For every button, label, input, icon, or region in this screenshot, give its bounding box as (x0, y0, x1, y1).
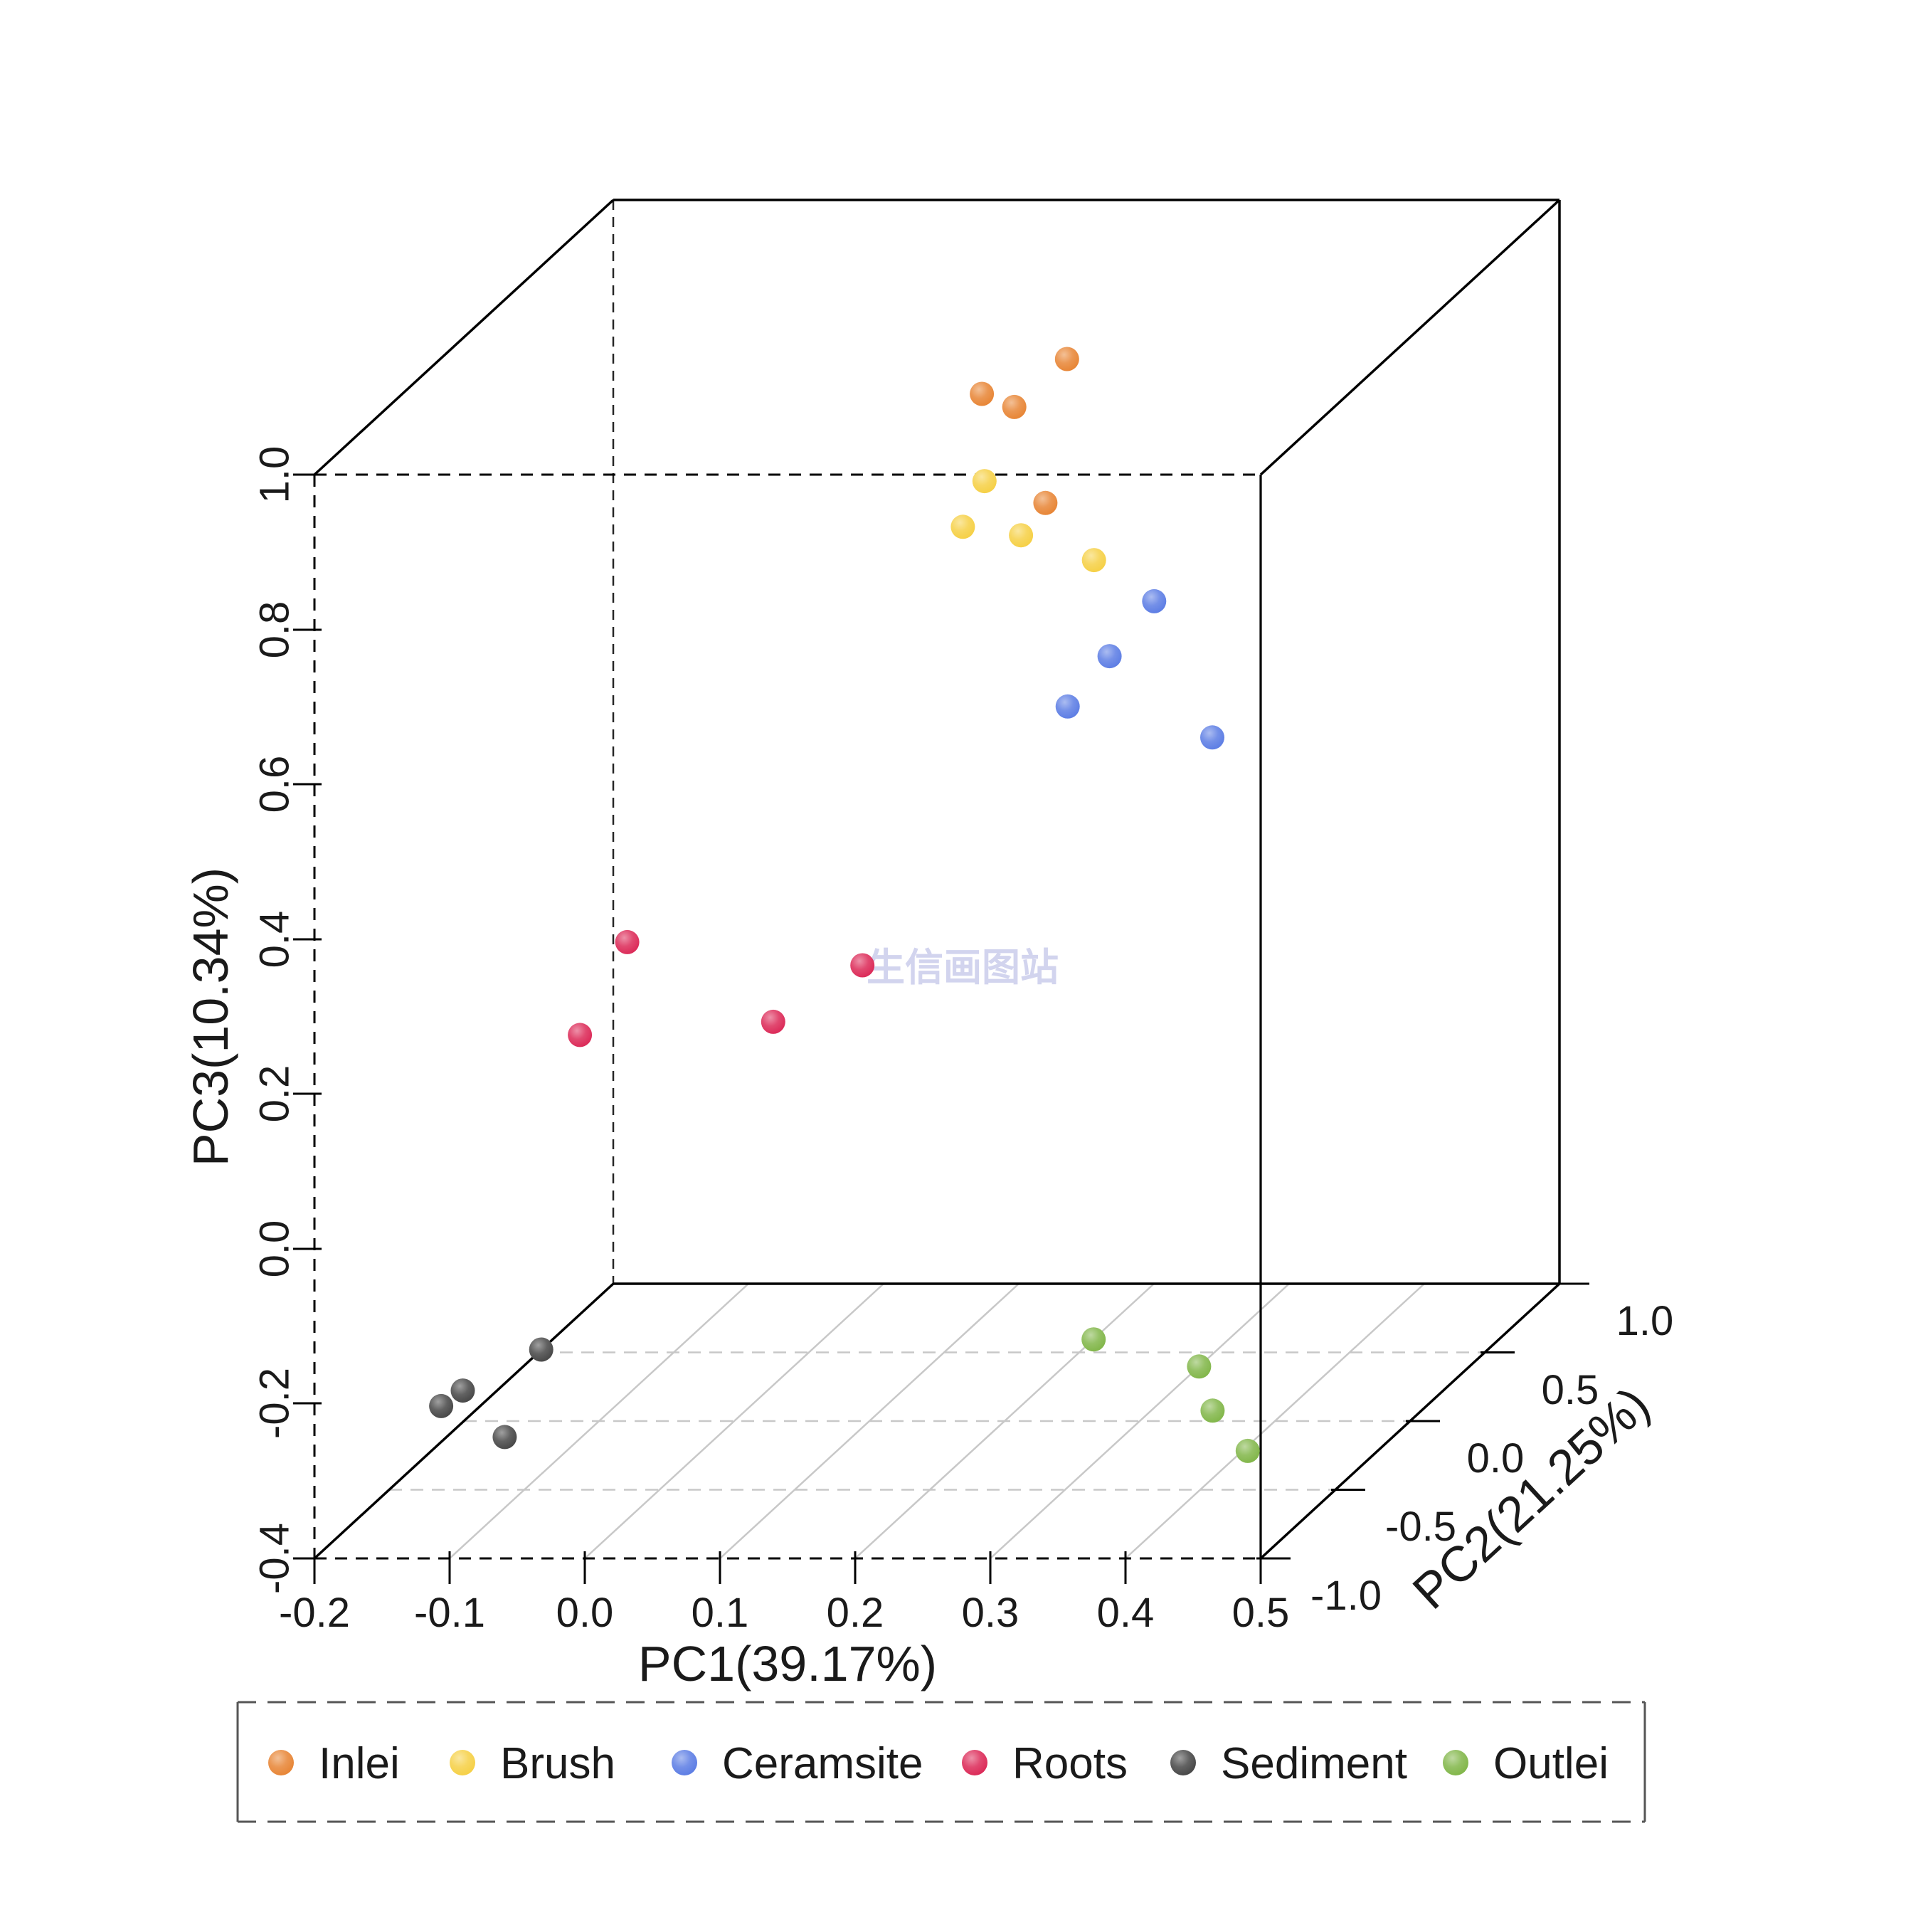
data-point-roots (615, 929, 640, 954)
data-point-brush (972, 469, 997, 494)
legend-item-ceramsite-label: Ceramsite (722, 1739, 923, 1788)
pc3-axis-title: PC3(10.34%) (183, 867, 238, 1166)
data-point-sediment (492, 1425, 517, 1450)
ceramsite-marker-icon (672, 1750, 697, 1775)
legend-item-brush-label: Brush (500, 1739, 615, 1788)
pc1-tick-label: -0.1 (414, 1590, 485, 1636)
legend-item-outlei-label: Outlei (1493, 1739, 1609, 1788)
pc3-tick-label: 0.6 (252, 756, 298, 813)
data-point-outlei (1235, 1438, 1260, 1463)
data-point-inlei (1054, 347, 1079, 371)
pc1-tick-label: -0.2 (279, 1590, 350, 1636)
pc3-tick-label: -0.4 (252, 1523, 298, 1594)
pc2-tick-label: -0.5 (1385, 1504, 1456, 1550)
legend-item-sediment: Sediment (1170, 1739, 1407, 1788)
inlei-marker-icon (268, 1750, 294, 1775)
data-point-outlei (1200, 1398, 1225, 1423)
data-point-ceramsite (1200, 725, 1224, 750)
pc3-axis-labels: 1.0 0.8 0.6 0.4 0.2 0.0 -0.2 -0.4 (252, 446, 298, 1594)
legend-item-sediment-label: Sediment (1221, 1739, 1407, 1788)
data-point-sediment (529, 1337, 553, 1362)
legend-item-outlei: Outlei (1443, 1739, 1609, 1788)
data-point-brush (950, 514, 975, 539)
pc1-tick-label: 0.5 (1232, 1590, 1290, 1636)
pc3-tick-label: 0.2 (252, 1065, 298, 1123)
pc3-tick-label: 0.4 (252, 911, 298, 968)
roots-marker-icon (962, 1750, 987, 1775)
pc1-axis-title: PC1(39.17%) (638, 1636, 937, 1691)
data-point-roots (850, 953, 875, 978)
pc2-tick-label: 0.5 (1542, 1367, 1599, 1413)
pc1-tick-label: 0.2 (827, 1590, 884, 1636)
box-edges (313, 199, 1561, 1560)
box-edge (313, 1282, 615, 1560)
data-point-ceramsite (1097, 644, 1122, 669)
pc2-tick-label: -1.0 (1310, 1573, 1382, 1619)
data-point-sediment (450, 1378, 475, 1403)
pc2-axis-labels: -1.0 -0.5 0.0 0.5 1.0 (1310, 1298, 1673, 1619)
data-point-inlei (970, 381, 995, 406)
outlei-marker-icon (1443, 1750, 1468, 1775)
pc1-tick-label: 0.1 (692, 1590, 749, 1636)
pc2-axis-title: PC2(21.25%) (1402, 1376, 1660, 1620)
data-point-inlei (1033, 490, 1058, 515)
data-point-ceramsite (1055, 694, 1080, 719)
pc3-tick-label: 0.8 (252, 601, 298, 659)
data-points-layer (429, 347, 1260, 1463)
data-point-roots (568, 1023, 593, 1047)
data-point-sediment (429, 1393, 454, 1418)
legend-item-ceramsite: Ceramsite (672, 1739, 923, 1788)
data-point-roots (761, 1009, 785, 1034)
pc3-tick-label: 0.0 (252, 1220, 298, 1278)
data-point-brush (1009, 523, 1034, 548)
pc1-axis-ticks (313, 1551, 1262, 1584)
pc1-tick-label: 0.3 (962, 1590, 1019, 1636)
data-point-outlei (1081, 1327, 1106, 1352)
pc1-tick-label: 0.0 (556, 1590, 614, 1636)
pc3-tick-label: -0.2 (252, 1368, 298, 1439)
sediment-marker-icon (1170, 1750, 1196, 1775)
legend-item-roots: Roots (962, 1739, 1128, 1788)
legend-item-inlei: Inlei (268, 1739, 400, 1788)
pc1-tick-label: 0.4 (1097, 1590, 1155, 1636)
pc1-axis-labels: -0.2 -0.1 0.0 0.1 0.2 0.3 0.4 0.5 (279, 1590, 1289, 1636)
watermark-text: 生信画图站 (867, 946, 1059, 989)
pc3-tick-label: 1.0 (252, 446, 298, 504)
legend: Inlei Brush Ceramsite Roots Sediment Out… (236, 1701, 1646, 1823)
data-point-brush (1081, 548, 1106, 573)
data-point-outlei (1187, 1354, 1212, 1379)
data-point-inlei (1002, 394, 1027, 419)
legend-item-brush: Brush (450, 1739, 615, 1788)
brush-marker-icon (450, 1750, 475, 1775)
legend-item-roots-label: Roots (1012, 1739, 1128, 1788)
grid-line (584, 1283, 884, 1559)
box-edge (1259, 199, 1561, 476)
pc3-axis-ticks (293, 473, 322, 1560)
pc2-tick-label: 0.0 (1467, 1435, 1525, 1482)
grid-line (990, 1283, 1290, 1559)
legend-box (238, 1702, 1645, 1822)
pc2-tick-label: 1.0 (1616, 1298, 1674, 1344)
floor-grid (389, 1283, 1485, 1559)
legend-item-inlei-label: Inlei (319, 1739, 400, 1788)
data-point-ceramsite (1142, 588, 1167, 613)
pc2-axis-ticks (1256, 1282, 1589, 1560)
box-edge (313, 199, 615, 476)
